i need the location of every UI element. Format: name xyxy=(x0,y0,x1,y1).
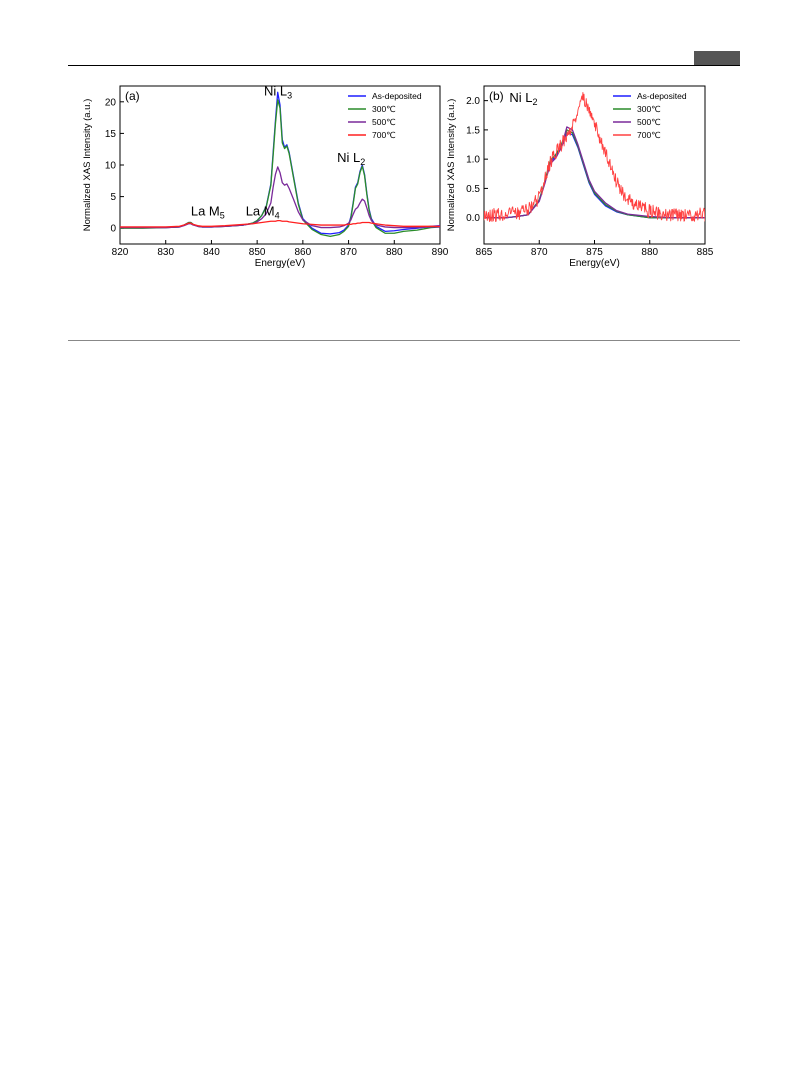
series-line-500- xyxy=(120,166,440,229)
plot-frame xyxy=(483,85,706,245)
panel-label: (a) xyxy=(125,89,140,103)
y-tick-label: 1.0 xyxy=(466,155,480,166)
peak-annotation: La M4 xyxy=(246,204,280,221)
x-axis-label: Energy(eV) xyxy=(569,258,620,269)
header-rule xyxy=(68,65,740,66)
y-tick-label: 5 xyxy=(110,192,116,203)
peak-annotation: Ni L3 xyxy=(264,83,292,100)
x-tick-label: 820 xyxy=(112,247,129,258)
y-tick-label: 20 xyxy=(105,97,117,108)
xas-chart-b: 865 870 875 880 885 0.0 0.5 1.0 1.5 2.0 Energy(eV)… xyxy=(446,85,714,269)
annotation-subscript: 2 xyxy=(360,157,365,167)
x-tick-label: 880 xyxy=(386,247,403,258)
legend-label: 500℃ xyxy=(372,117,396,127)
x-tick-label: 840 xyxy=(203,247,220,258)
legend-label: 500℃ xyxy=(637,117,661,127)
y-tick-label: 0.0 xyxy=(466,213,480,224)
series-line-500- xyxy=(484,126,705,219)
y-tick-label: 1.5 xyxy=(466,125,480,136)
legend-label: 300℃ xyxy=(637,104,661,114)
legend-label: As-deposited xyxy=(637,91,687,101)
x-tick-label: 875 xyxy=(586,247,603,258)
legend-label: 700℃ xyxy=(372,130,396,140)
legend-label: 700℃ xyxy=(637,130,661,140)
x-tick-label: 880 xyxy=(641,247,658,258)
x-tick-label: 850 xyxy=(249,247,266,258)
x-tick-label: 885 xyxy=(697,247,714,258)
y-tick-label: 10 xyxy=(105,161,117,172)
panel-label: (b) xyxy=(489,89,504,103)
legend-label: As-deposited xyxy=(372,91,422,101)
x-tick-label: 870 xyxy=(340,247,357,258)
series-line-as-deposited xyxy=(484,132,705,219)
xas-chart-a: 820 830 840 850 860 870 880 890 0 5 10 15 20 Energy(e… xyxy=(82,83,449,269)
peak-annotation: La M5 xyxy=(191,204,225,221)
annotation-subscript: 3 xyxy=(287,90,292,100)
annotation-subscript: 5 xyxy=(220,211,225,221)
x-tick-label: 865 xyxy=(476,247,493,258)
y-tick-label: 15 xyxy=(105,129,117,140)
y-axis-label: Normalized XAS Intensity (a.u.) xyxy=(82,99,93,232)
series-line-700- xyxy=(120,219,440,228)
header-tab-block xyxy=(694,51,740,65)
x-tick-label: 870 xyxy=(531,247,548,258)
series-line-300- xyxy=(484,129,705,219)
y-tick-label: 0 xyxy=(110,224,116,235)
y-tick-label: 0.5 xyxy=(466,184,480,195)
y-axis-label: Normalized XAS Intensity (a.u.) xyxy=(446,99,457,232)
peak-annotation: Ni L2 xyxy=(509,90,537,107)
legend-label: 300℃ xyxy=(372,104,396,114)
x-tick-label: 890 xyxy=(432,247,449,258)
series-line-700- xyxy=(484,92,705,222)
peak-annotation: Ni L2 xyxy=(337,150,365,167)
y-tick-label: 2.0 xyxy=(466,96,480,107)
figure-bottom-rule xyxy=(68,340,740,341)
x-axis-label: Energy(eV) xyxy=(255,258,306,269)
annotation-subscript: 2 xyxy=(533,97,538,107)
annotation-subscript: 4 xyxy=(275,211,280,221)
x-tick-label: 860 xyxy=(295,247,312,258)
x-tick-label: 830 xyxy=(157,247,174,258)
